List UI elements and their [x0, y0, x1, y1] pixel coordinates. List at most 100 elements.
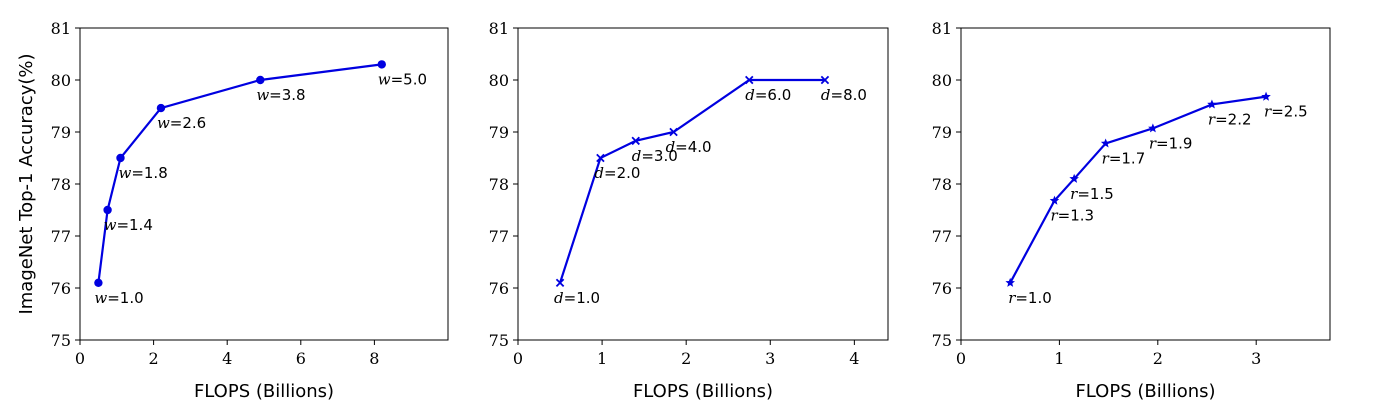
x-tick-label: 3: [765, 349, 775, 368]
data-label-variable: d: [554, 289, 564, 307]
data-label-variable: r: [1264, 103, 1272, 121]
data-label-value: =8.0: [831, 86, 867, 104]
data-point-marker: [256, 75, 265, 85]
data-point-label: w=1.4: [104, 216, 153, 234]
y-tick-label: 80: [932, 71, 952, 90]
data-label-value: =4.0: [675, 138, 711, 156]
data-label-variable: r: [1102, 149, 1110, 167]
data-point-marker: [1148, 123, 1158, 133]
data-label-variable: d: [594, 164, 604, 182]
data-point-marker: [631, 136, 640, 146]
x-tick-label: 0: [956, 349, 966, 368]
data-point-label: w=2.6: [157, 114, 206, 132]
data-label-variable: r: [1149, 134, 1157, 152]
y-tick-label: 75: [489, 331, 509, 350]
series-line: [97, 63, 382, 283]
data-label-value: =1.0: [107, 289, 143, 307]
data-label-value: =1.0: [564, 289, 600, 307]
data-point-label: d=1.0: [554, 289, 600, 307]
data-label-variable: w: [94, 289, 107, 307]
data-label-value: =2.0: [604, 164, 640, 182]
data-point-label: w=3.8: [256, 86, 305, 104]
data-label-variable: d: [821, 86, 831, 104]
data-point-label: d=4.0: [666, 138, 712, 156]
data-point-marker: [116, 153, 125, 163]
data-point-marker: [156, 103, 166, 113]
data-point-label: d=8.0: [821, 86, 867, 104]
x-tick-label: 0: [513, 349, 523, 368]
data-label-variable: d: [666, 138, 676, 156]
y-tick-label: 78: [932, 175, 952, 194]
x-tick-label: 0: [75, 349, 85, 368]
data-label-value: =1.3: [1058, 207, 1094, 225]
y-tick-label: 80: [489, 71, 509, 90]
x-tick-label: 2: [149, 349, 159, 368]
data-label-variable: r: [1070, 185, 1078, 203]
y-tick-label: 78: [51, 175, 71, 194]
data-point-marker: [1005, 277, 1015, 287]
data-label-value: =2.5: [1271, 103, 1307, 121]
data-point-marker: [94, 278, 103, 287]
y-tick-label: 77: [489, 227, 509, 246]
data-point-marker: [1049, 195, 1060, 205]
data-label-variable: w: [118, 164, 131, 182]
data-point-label: r=2.5: [1264, 103, 1308, 121]
data-label-variable: w: [157, 114, 170, 132]
y-axis-label: ImageNet Top-1 Accuracy(%): [16, 53, 37, 314]
x-tick-label: 4: [222, 349, 232, 368]
data-point-marker: [1100, 138, 1111, 148]
data-label-value: =3.0: [641, 147, 677, 165]
data-point-label: d=3.0: [632, 147, 678, 165]
x-tick-label: 3: [1251, 349, 1261, 368]
series-line: [559, 78, 825, 284]
data-point-label: r=1.9: [1149, 134, 1193, 152]
y-tick-label: 79: [489, 123, 509, 142]
x-axis-label: FLOPS (Billions): [633, 381, 773, 402]
x-tick-label: 1: [597, 349, 607, 368]
y-tick-label: 76: [932, 279, 952, 298]
x-axis-label: FLOPS (Billions): [194, 381, 334, 402]
data-label-variable: w: [378, 70, 391, 88]
data-point-label: d=6.0: [745, 86, 791, 104]
y-tick-label: 79: [932, 123, 952, 142]
data-point-label: r=1.5: [1070, 185, 1114, 203]
y-tick-label: 81: [932, 19, 952, 38]
data-point-marker: [1207, 99, 1217, 109]
x-tick-label: 1: [1054, 349, 1064, 368]
data-point-label: r=1.7: [1102, 149, 1146, 167]
y-tick-label: 75: [51, 331, 71, 350]
data-point-label: d=2.0: [594, 164, 640, 182]
y-tick-label: 76: [51, 279, 71, 298]
x-tick-label: 2: [681, 349, 691, 368]
data-point-marker: [555, 278, 565, 288]
y-tick-label: 81: [51, 19, 71, 38]
data-label-value: =5.0: [391, 70, 427, 88]
y-tick-label: 77: [51, 227, 71, 246]
data-point-marker: [103, 205, 112, 215]
data-label-variable: r: [1208, 110, 1216, 128]
data-point-marker: [820, 75, 830, 85]
y-tick-label: 81: [489, 19, 509, 38]
chart-panel-width-scaling: 75 76 77 78 79 80 81 0 2 4 6 8 FLOPS (Billions) Image…: [16, 19, 449, 402]
data-label-value: =1.7: [1109, 149, 1145, 167]
data-point-label: r=2.2: [1208, 110, 1252, 128]
data-label-value: =1.5: [1077, 185, 1113, 203]
x-tick-label: 4: [849, 349, 859, 368]
data-label-value: =1.0: [1015, 289, 1051, 307]
x-axis-label: FLOPS (Billions): [1075, 381, 1215, 402]
y-tick-label: 78: [489, 175, 509, 194]
data-label-variable: r: [1008, 289, 1016, 307]
data-point-marker: [745, 75, 754, 85]
data-point-label: w=1.8: [118, 164, 167, 182]
data-label-value: =1.4: [116, 216, 152, 234]
data-point-marker: [1069, 173, 1079, 183]
y-tick-label: 75: [932, 331, 952, 350]
data-point-label: r=1.3: [1050, 207, 1094, 225]
x-tick-label: 6: [296, 349, 306, 368]
data-label-value: =1.9: [1156, 134, 1192, 152]
data-label-value: =1.8: [131, 164, 167, 182]
data-label-value: =3.8: [269, 86, 305, 104]
x-tick-label: 2: [1153, 349, 1163, 368]
